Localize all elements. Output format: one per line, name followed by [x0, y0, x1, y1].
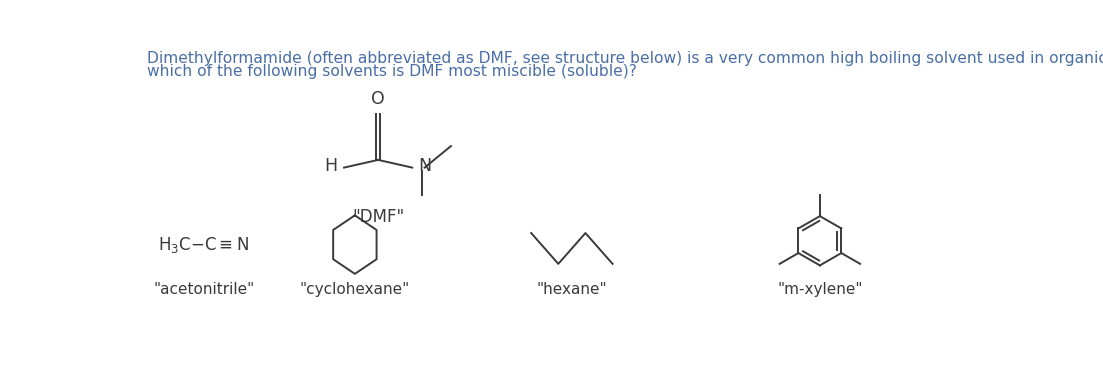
Text: Dimethylformamide (often abbreviated as DMF, see structure below) is a very comm: Dimethylformamide (often abbreviated as … [147, 51, 1103, 65]
Text: "hexane": "hexane" [536, 282, 607, 297]
Text: H$_3$C$-$C$\equiv$N: H$_3$C$-$C$\equiv$N [158, 235, 249, 255]
Text: "m-xylene": "m-xylene" [778, 282, 863, 297]
Text: "DMF": "DMF" [352, 208, 405, 226]
Text: H: H [324, 157, 338, 175]
Text: which of the following solvents is DMF most miscible (soluble)?: which of the following solvents is DMF m… [147, 64, 638, 80]
Text: "cyclohexane": "cyclohexane" [300, 282, 410, 297]
Text: N: N [418, 157, 431, 175]
Text: "acetonitrile": "acetonitrile" [153, 282, 255, 297]
Text: O: O [372, 90, 385, 108]
